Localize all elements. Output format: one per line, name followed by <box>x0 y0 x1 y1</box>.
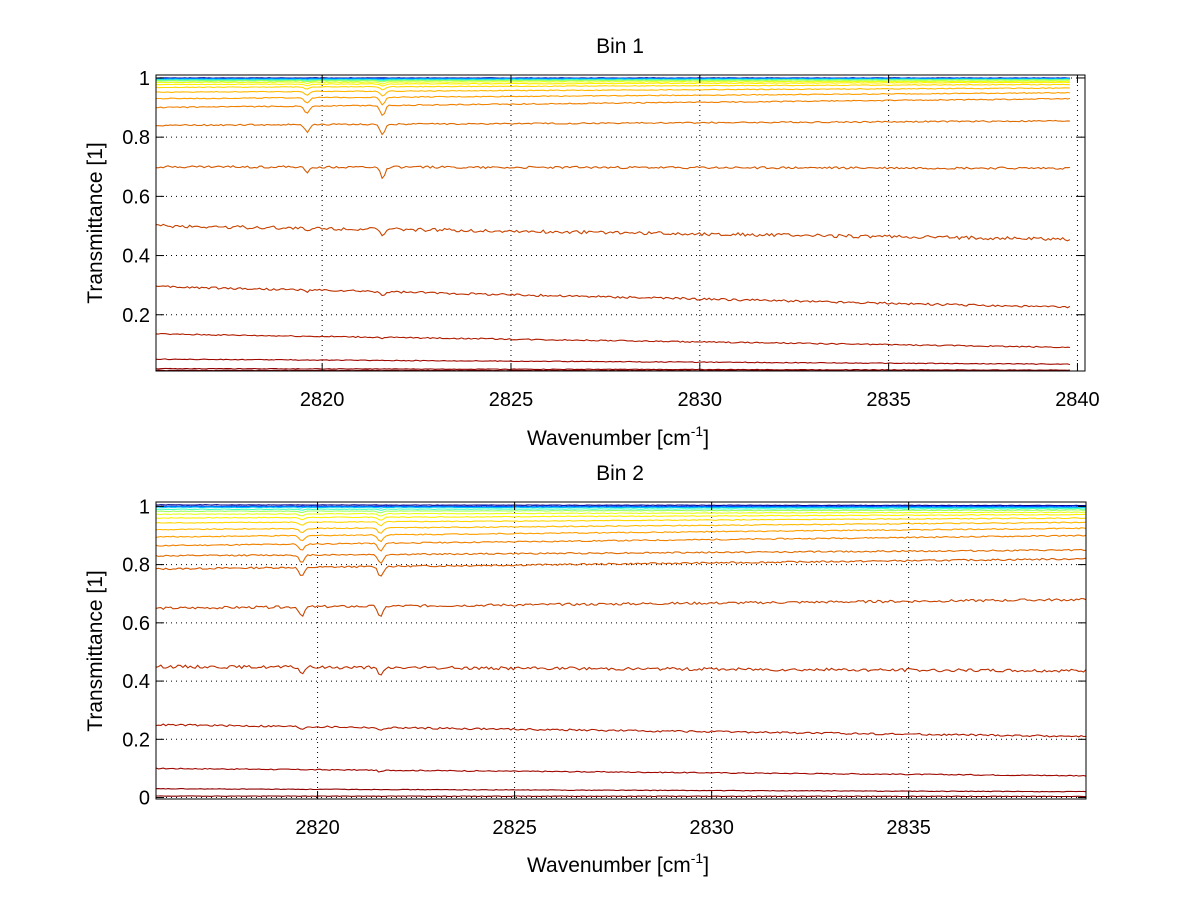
bin-2-panel: Bin 2 2820 2825 2830 2835 0 0.2 0.4 0.6 0.8 1 Wav… <box>84 462 1087 877</box>
bin-1-series-line-16 <box>155 358 1071 366</box>
bin-2-xlabel: Wavenumber [cm-1] <box>527 850 709 877</box>
bin-2-xtick-label-3: 2835 <box>886 817 931 839</box>
bin-1-series-line-7 <box>155 83 1070 91</box>
bin-1-series-line-14 <box>155 285 1071 309</box>
bin-1-panel: Bin 1 2820 2825 2830 2835 28400.20.40.60.81 … <box>84 35 1100 450</box>
bin-1-ytick-label-0: 0.2 <box>122 305 150 327</box>
bin-1-grid <box>156 75 1085 371</box>
bin-1-ytick-label-4: 1 <box>139 68 150 90</box>
bin-2-axes <box>155 501 1087 800</box>
bin-2-series-line-6 <box>155 513 1087 521</box>
bin-2-xtick-label-0: 2820 <box>295 817 340 839</box>
bin-1-series-line-10 <box>155 97 1071 117</box>
bin-1-ylabel: Transmittance [1] <box>84 142 107 303</box>
bin-2-series-line-8 <box>155 521 1087 534</box>
bin-2-series-line-17 <box>155 788 1087 793</box>
bin-1-axes <box>155 74 1086 372</box>
bin-2-series-line-18 <box>156 795 1087 798</box>
bin-1-series-line-13 <box>155 223 1071 242</box>
bin-2-series-line-5 <box>155 511 1087 517</box>
bin-2-ytick-label-3: 0.6 <box>122 613 150 635</box>
bin-1-xtick-label-1: 2825 <box>489 389 534 411</box>
bin-1-ytick-label-2: 0.6 <box>122 186 150 208</box>
bin-2-series-line-1 <box>155 505 1087 508</box>
bin-1-series-line-11 <box>156 119 1070 136</box>
bin-2-title: Bin 2 <box>596 462 644 485</box>
bin-2-series-line-7 <box>155 517 1087 527</box>
bin-1-xtick-label-0: 2820 <box>300 389 345 411</box>
bin-2-series-line-2 <box>155 506 1087 509</box>
bin-1-xtick-label-4: 2840 <box>1055 389 1100 411</box>
bin-1-series-line-5 <box>155 80 1070 85</box>
bin-1-series-line-6 <box>155 81 1070 87</box>
bin-1-series-line-8 <box>155 87 1070 97</box>
bin-2-ticks: 2820 2825 2830 2835 0 0.2 0.4 0.6 0.8 1 <box>122 496 1086 839</box>
bin-2-series-line-9 <box>155 527 1087 543</box>
bin-2-xtick-label-1: 2825 <box>492 817 537 839</box>
bin-1-series-line-15 <box>155 332 1070 349</box>
bin-1-series-line-4 <box>155 79 1070 83</box>
bin-1-series <box>155 77 1071 372</box>
bin-2-ylabel: Transmittance [1] <box>84 570 107 731</box>
bin-1-xtick-label-2: 2830 <box>678 389 723 411</box>
bin-1-xlabel: Wavenumber [cm-1] <box>527 423 709 450</box>
bin-2-ytick-label-1: 0.2 <box>122 729 150 751</box>
bin-2-grid <box>156 502 1086 799</box>
bin-2-series-line-12 <box>155 557 1087 577</box>
bin-1-series-line-12 <box>155 165 1070 180</box>
bin-2-series-line-4 <box>155 509 1087 514</box>
bin-1-series-line-3 <box>155 78 1070 82</box>
bin-2-series-line-16 <box>155 767 1087 777</box>
bin-2-ytick-label-4: 0.8 <box>122 555 150 577</box>
bin-1-ytick-label-3: 0.8 <box>122 127 150 149</box>
bin-2-series-line-0 <box>155 504 1087 507</box>
bin-2-series-line-14 <box>155 664 1087 676</box>
bin-1-series-line-1 <box>155 77 1070 80</box>
bin-2-series-line-10 <box>155 534 1087 552</box>
bin-2-series-line-3 <box>155 507 1086 511</box>
bin-2-xtick-label-2: 2830 <box>689 817 734 839</box>
bin-2-series <box>155 504 1087 798</box>
bin-1-ytick-label-1: 0.4 <box>122 246 150 268</box>
bin-1-xtick-label-3: 2835 <box>866 389 911 411</box>
bin-2-ytick-label-2: 0.4 <box>122 671 150 693</box>
bin-1-series-line-9 <box>155 91 1071 106</box>
bin-2-series-line-13 <box>155 597 1087 617</box>
bin-2-ytick-label-5: 1 <box>139 496 150 518</box>
bin-1-title: Bin 1 <box>596 35 644 58</box>
bin-2-ytick-label-0: 0 <box>139 788 150 810</box>
bin-2-series-line-15 <box>155 723 1087 738</box>
bin-1-ticks: 2820 2825 2830 2835 2840 0.2 0.4 0.6 0.8 1 <box>122 68 1100 411</box>
bin-2-series-line-11 <box>155 548 1087 565</box>
